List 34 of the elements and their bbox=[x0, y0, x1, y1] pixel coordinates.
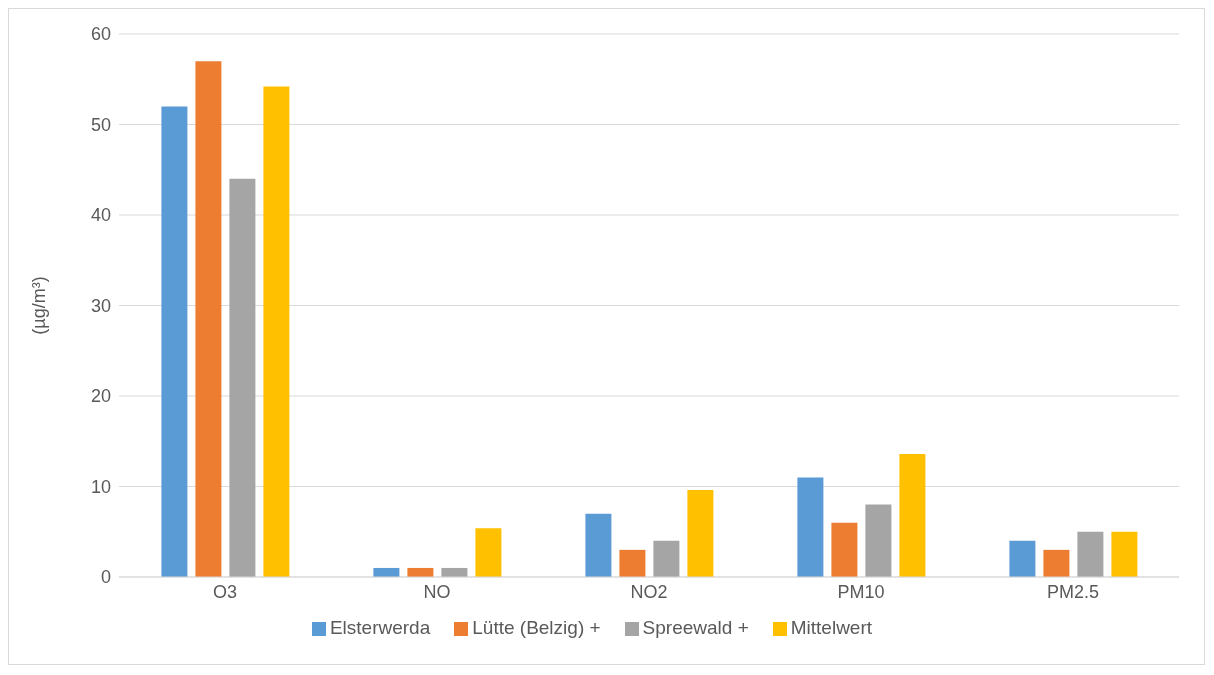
bar bbox=[797, 477, 824, 577]
legend-label: Elsterwerda bbox=[329, 617, 431, 638]
bar bbox=[653, 540, 680, 577]
bar bbox=[1111, 531, 1138, 577]
x-tick-label: PM10 bbox=[837, 581, 885, 602]
legend-label: Spreewald + bbox=[642, 617, 749, 638]
bar bbox=[899, 453, 926, 577]
x-tick-label: NO bbox=[423, 581, 451, 602]
bar bbox=[619, 549, 646, 577]
y-tick-label: 40 bbox=[90, 205, 111, 226]
bar bbox=[1077, 531, 1104, 577]
y-tick-label: 20 bbox=[90, 386, 111, 407]
y-tick-label: 10 bbox=[90, 476, 111, 497]
bar bbox=[229, 178, 256, 577]
bar bbox=[1043, 549, 1070, 577]
y-axis-title: (µg/m³) bbox=[29, 276, 50, 335]
bar bbox=[865, 504, 892, 577]
bar bbox=[195, 61, 222, 577]
legend-label: Lütte (Belzig) + bbox=[472, 617, 601, 638]
bar bbox=[475, 528, 502, 577]
bar bbox=[1009, 540, 1036, 577]
bar bbox=[687, 490, 714, 577]
x-tick-label: PM2.5 bbox=[1046, 581, 1100, 602]
legend-label: Mittelwert bbox=[790, 617, 873, 638]
bar bbox=[585, 513, 612, 577]
x-tick-label: O3 bbox=[212, 581, 238, 602]
y-tick-label: 50 bbox=[90, 114, 111, 135]
x-tick-label: NO2 bbox=[630, 581, 668, 602]
y-tick-label: 30 bbox=[90, 295, 111, 316]
bar bbox=[831, 522, 858, 577]
y-tick-label: 60 bbox=[90, 24, 111, 45]
bar bbox=[263, 86, 290, 577]
y-tick-label: 0 bbox=[100, 567, 111, 588]
bar bbox=[161, 106, 188, 577]
